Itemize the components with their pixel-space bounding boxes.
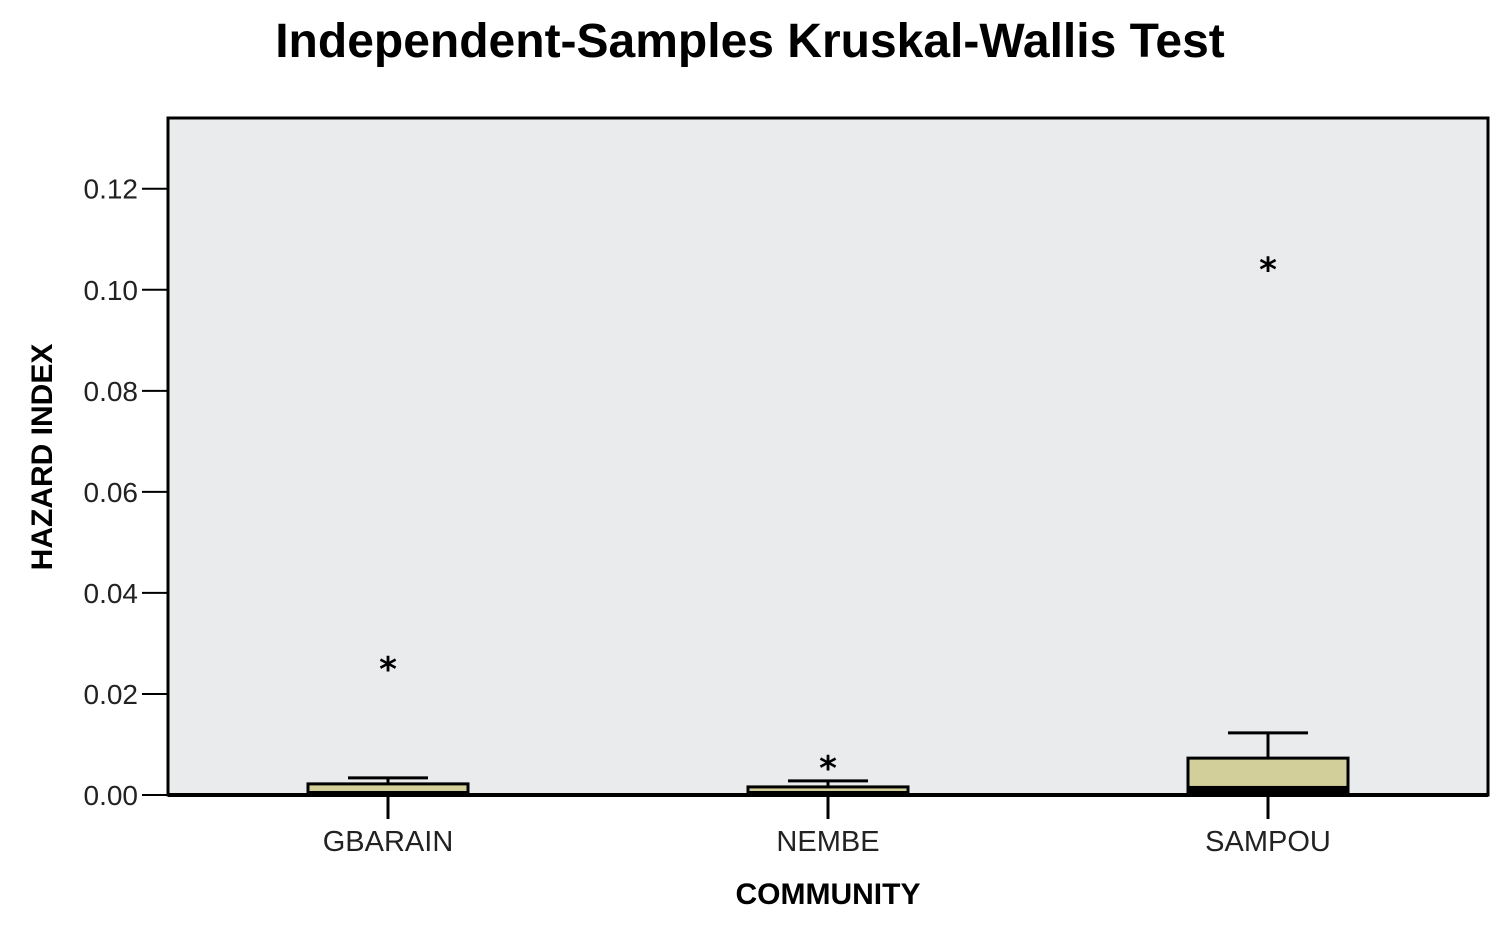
outlier-marker: * [1259, 251, 1277, 291]
plot-area [166, 116, 1490, 797]
y-axis-label: HAZARD INDEX [26, 344, 59, 571]
y-tick-label: 0.12 [84, 174, 139, 205]
x-tick-label: GBARAIN [323, 826, 454, 858]
median-line [308, 790, 468, 795]
y-tick-label: 0.00 [84, 780, 139, 811]
y-tick-label: 0.10 [84, 275, 139, 306]
median-line [748, 790, 908, 795]
x-axis-label: COMMUNITY [736, 878, 921, 911]
x-tick-label: NEMBE [776, 826, 879, 858]
x-axis: GBARAIN NEMBE SAMPOU [168, 793, 1488, 858]
y-tick-label: 0.06 [84, 477, 139, 508]
chart-title: Independent-Samples Kruskal-Wallis Test [275, 15, 1225, 68]
outlier-marker: * [379, 650, 397, 690]
y-tick-label: 0.02 [84, 679, 139, 710]
y-tick-label: 0.04 [84, 578, 139, 609]
median-line [1188, 785, 1348, 795]
x-tick-label: SAMPOU [1205, 826, 1331, 858]
y-tick-label: 0.08 [84, 376, 139, 407]
outlier-marker: * [819, 749, 837, 789]
y-axis: 0.00 0.02 0.04 0.06 0.08 0.10 0.12 [84, 174, 168, 811]
